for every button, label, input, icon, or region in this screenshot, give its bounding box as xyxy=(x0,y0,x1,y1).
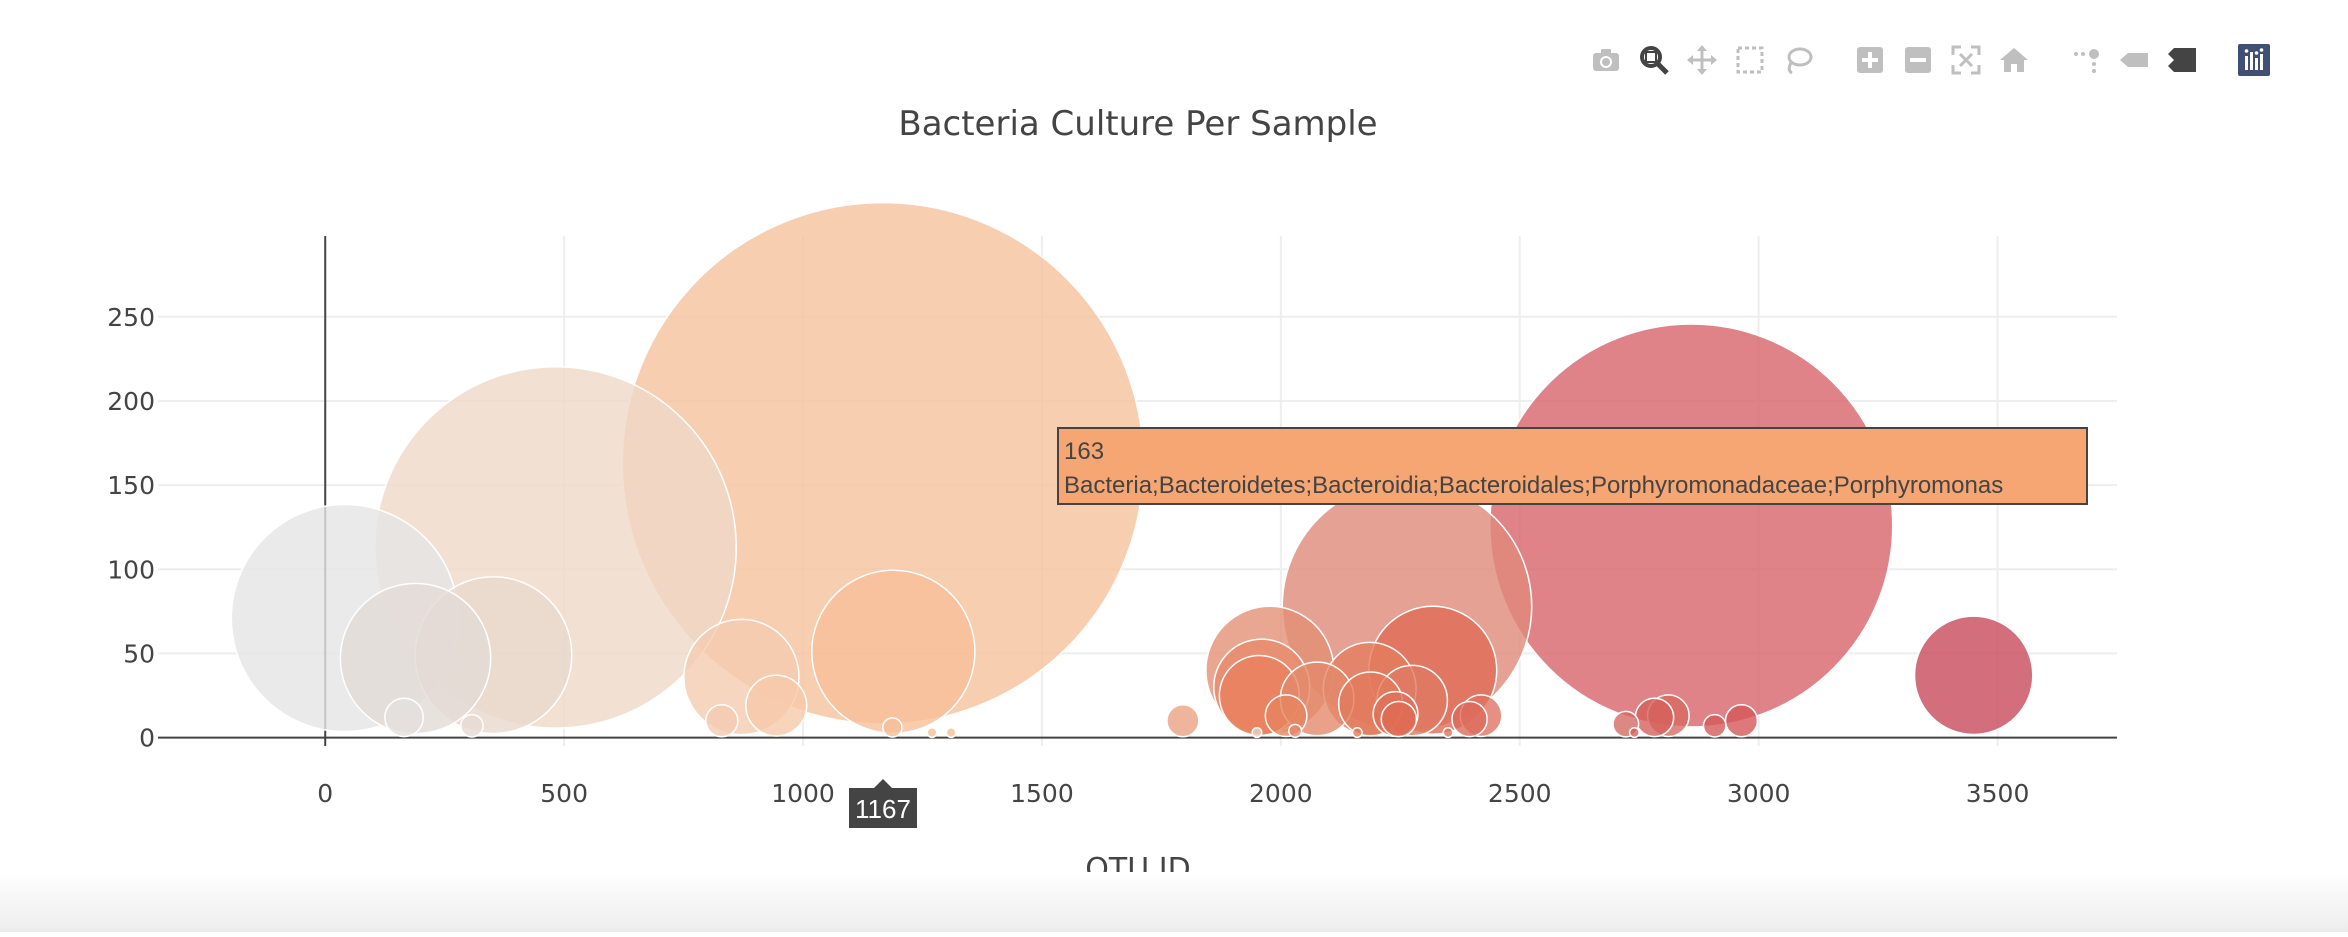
x-tick-label: 1500 xyxy=(1010,779,1074,808)
hover-compare-icon xyxy=(2168,48,2196,72)
pan-button[interactable] xyxy=(1678,36,1726,84)
x-tick-label: 2500 xyxy=(1488,779,1552,808)
bubble-point[interactable] xyxy=(1451,700,1488,738)
bubble-point[interactable] xyxy=(1724,704,1759,738)
hover-closest-icon xyxy=(2120,53,2148,67)
bubble-point[interactable] xyxy=(1634,697,1675,738)
bubble-point[interactable] xyxy=(926,726,938,739)
bubble-point[interactable] xyxy=(1628,726,1640,739)
spike-lines-icon xyxy=(2074,49,2099,73)
hover-label: Bacteria;Bacteroidetes;Bacteroidia;Bacte… xyxy=(1064,472,2003,499)
y-tick-label: 250 xyxy=(107,303,155,332)
y-tick-label: 200 xyxy=(107,387,155,416)
x-tick-label: 0 xyxy=(317,779,333,808)
hover-closest-button[interactable] xyxy=(2110,36,2158,84)
spike-lines-button[interactable] xyxy=(2062,36,2110,84)
x-tick-label: 1000 xyxy=(771,779,835,808)
axes: 0 500 1000 1500 2000 2500 3000 3500 0 50 100 150 200… xyxy=(107,236,2117,808)
zoom-button[interactable] xyxy=(1630,36,1678,84)
box-select-icon xyxy=(1736,46,1764,74)
bubble-point[interactable] xyxy=(1380,700,1418,738)
camera-button[interactable] xyxy=(1582,36,1630,84)
x-tick-label: 3500 xyxy=(1966,779,2030,808)
bubble-point[interactable] xyxy=(745,674,808,737)
plotly-logo-button[interactable] xyxy=(2230,36,2278,84)
bubble-point[interactable] xyxy=(705,704,739,738)
zoom-out-button[interactable] xyxy=(1894,36,1942,84)
x-hover-box xyxy=(849,788,917,828)
bubble-point[interactable] xyxy=(811,569,976,735)
bubble-point[interactable] xyxy=(882,717,903,738)
x-tick-label: 3000 xyxy=(1727,779,1791,808)
chart-title: Bacteria Culture Per Sample xyxy=(898,104,1377,144)
bubble-point[interactable] xyxy=(945,726,957,739)
x-hover-label: 1167 xyxy=(855,794,911,824)
autoscale-button[interactable] xyxy=(1942,36,1990,84)
hover-tooltip: 163 Bacteria;Bacteroidetes;Bacteroidia;B… xyxy=(849,427,2088,828)
x-tick-label: 500 xyxy=(540,779,588,808)
bubble-point[interactable] xyxy=(1489,323,1894,728)
autoscale-icon xyxy=(1951,45,1981,75)
bubble-point[interactable] xyxy=(1351,726,1363,739)
zoom-in-icon xyxy=(1857,47,1883,73)
y-tick-label: 0 xyxy=(139,724,155,753)
bubble-point[interactable] xyxy=(1251,726,1263,739)
reset-axes-icon xyxy=(2000,48,2028,72)
bubble-point[interactable] xyxy=(384,697,425,738)
x-hover-pointer xyxy=(874,779,892,788)
zoom-out-icon xyxy=(1905,47,1931,73)
x-tick-label: 2000 xyxy=(1249,779,1313,808)
pan-icon xyxy=(1687,45,1717,75)
y-tick-label: 150 xyxy=(107,471,155,500)
camera-icon xyxy=(1593,49,1619,71)
y-tick-label: 50 xyxy=(123,639,155,668)
box-select-button[interactable] xyxy=(1726,36,1774,84)
bubble-point[interactable] xyxy=(1288,723,1303,738)
bubble-point[interactable] xyxy=(1166,704,1200,738)
hover-compare-button[interactable] xyxy=(2158,36,2206,84)
page-footer-shade xyxy=(0,872,2348,932)
hover-value: 163 xyxy=(1064,438,1104,465)
bubble-point[interactable] xyxy=(1913,615,2034,736)
bubble-point[interactable] xyxy=(1442,726,1454,739)
zoom-in-button[interactable] xyxy=(1846,36,1894,84)
y-tick-label: 100 xyxy=(107,555,155,584)
reset-axes-button[interactable] xyxy=(1990,36,2038,84)
plotly-logo-icon xyxy=(2238,44,2270,76)
lasso-select-icon xyxy=(1787,47,1813,75)
lasso-select-button[interactable] xyxy=(1774,36,1822,84)
zoom-icon xyxy=(1640,46,1669,75)
bubble-series[interactable] xyxy=(230,201,2034,739)
hover-box xyxy=(1057,427,2088,505)
modebar xyxy=(1582,36,2278,84)
bubble-point[interactable] xyxy=(1702,713,1727,738)
bubble-point[interactable] xyxy=(459,713,484,738)
